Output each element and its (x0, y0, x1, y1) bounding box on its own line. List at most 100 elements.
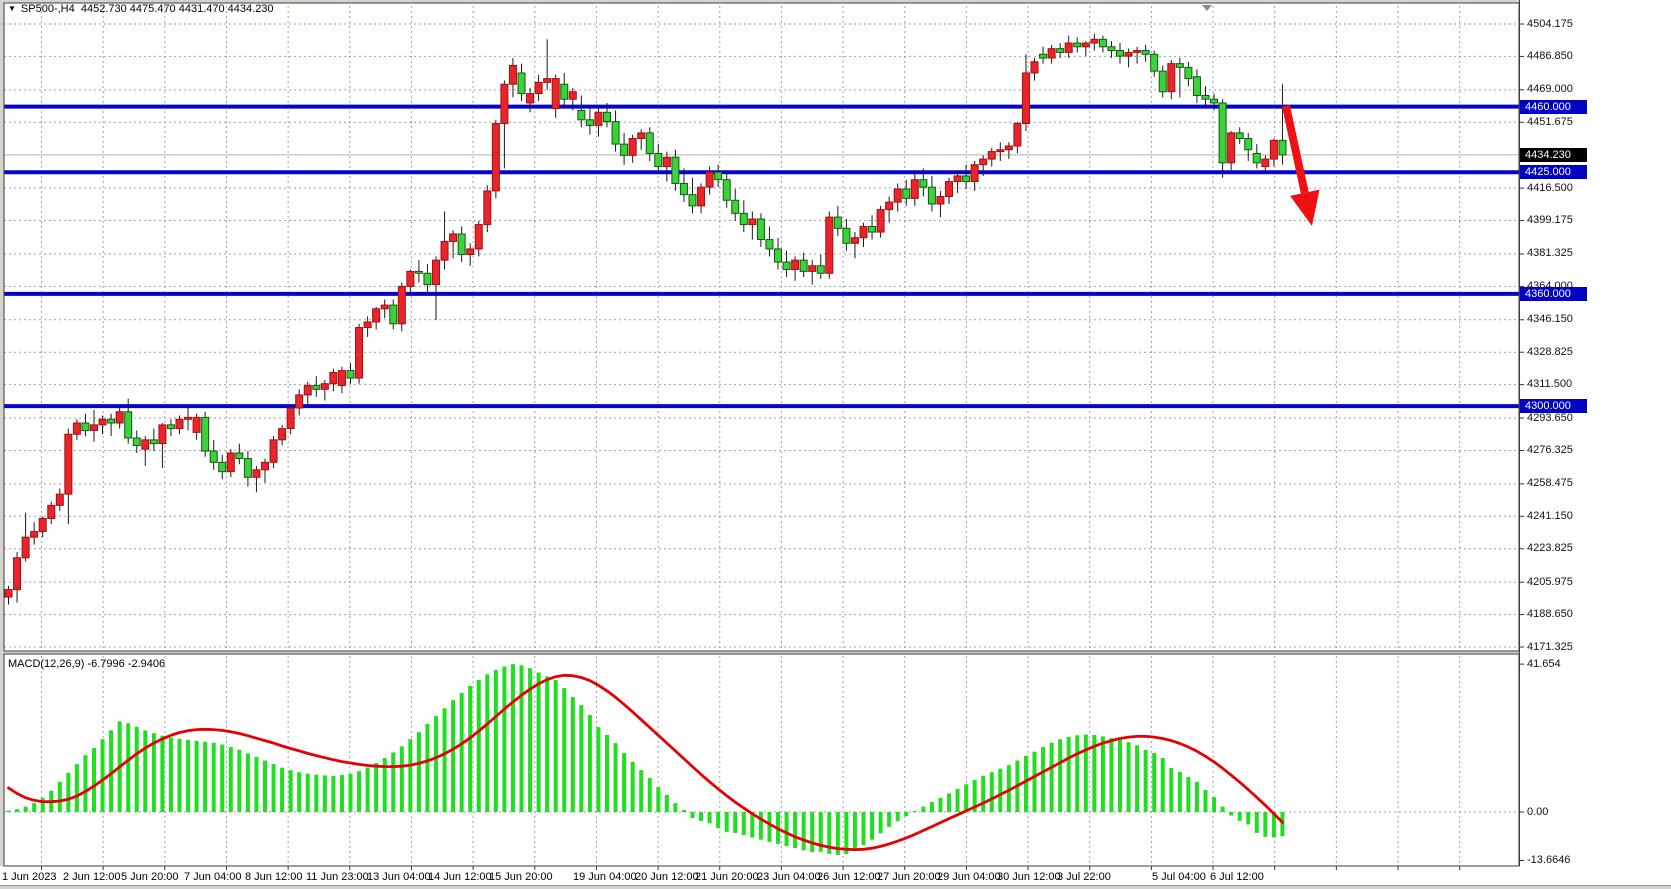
candle-bear (1107, 46, 1116, 52)
candle-bull (13, 557, 22, 591)
candle-bear (1252, 152, 1261, 164)
price-tick-label: 4293.650 (1527, 411, 1573, 424)
time-axis-label[interactable]: 20 Jun 12:00 (635, 871, 699, 883)
macd-histogram-bar (109, 730, 114, 812)
time-axis-label[interactable]: 21 Jun 20:00 (695, 871, 759, 883)
macd-histogram-bar (6, 810, 11, 812)
candle-bear (1210, 98, 1219, 104)
price-tick-label: 4171.325 (1527, 640, 1573, 653)
macd-histogram-bar (1075, 735, 1080, 812)
macd-histogram-bar (733, 812, 738, 833)
macd-histogram-bar (519, 665, 524, 812)
macd-histogram-bar (1006, 765, 1011, 812)
macd-axis-label: 0.00 (1527, 806, 1549, 818)
macd-histogram-bar (40, 797, 45, 812)
macd-histogram-bar (767, 812, 772, 842)
candle-bear (414, 270, 423, 274)
candle-bear (756, 218, 765, 241)
time-axis-label[interactable]: 19 Jun 04:00 (573, 871, 637, 883)
price-scale-bg[interactable] (1519, 0, 1671, 866)
candle-bear (346, 370, 355, 379)
time-axis-label[interactable]: 2 Jun 12:00 (63, 871, 121, 883)
time-axis-label[interactable]: 7 Jun 04:00 (184, 871, 242, 883)
time-scale-bg[interactable] (0, 866, 1671, 885)
candle-bull (996, 149, 1005, 153)
macd-histogram-bar (203, 741, 208, 812)
macd-histogram-bar (647, 777, 652, 812)
macd-histogram-bar (758, 812, 763, 840)
time-axis-label[interactable]: 26 Jun 12:00 (817, 871, 881, 883)
candle-bull (979, 158, 988, 166)
time-axis-label[interactable]: 27 Jun 20:00 (877, 871, 941, 883)
time-axis-label[interactable]: 30 Jun 12:00 (997, 871, 1061, 883)
macd-histogram-bar (562, 688, 567, 812)
macd-histogram-bar (186, 739, 191, 812)
candle-bear (517, 72, 526, 95)
macd-histogram-bar (1135, 745, 1140, 812)
time-axis-label[interactable]: 15 Jun 20:00 (489, 871, 553, 883)
candle-bull (910, 179, 919, 199)
candle-bear (868, 225, 877, 233)
price-tick-label: 4205.975 (1527, 575, 1573, 588)
macd-histogram-bar (929, 802, 934, 812)
macd-histogram-bar (314, 774, 319, 812)
time-axis-label[interactable]: 14 Jun 12:00 (428, 871, 492, 883)
candle-bull (184, 416, 193, 420)
trend-arrow-shaft[interactable] (1282, 105, 1309, 194)
macd-histogram-bar (1160, 758, 1165, 812)
trend-arrow-head[interactable] (1290, 189, 1320, 226)
candle-bear (209, 450, 218, 463)
candle-bear (688, 194, 697, 207)
price-tick-label: 4469.000 (1527, 83, 1573, 96)
time-axis-label[interactable]: 5 Jun 20:00 (121, 871, 179, 883)
time-axis-label[interactable]: 1 Jun 2023 (2, 871, 57, 883)
candle-bull (38, 517, 47, 533)
time-axis-label[interactable]: 23 Jun 04:00 (757, 871, 821, 883)
candle-bull (508, 65, 517, 85)
symbol-timeframe-label: SP500-,H4 (20, 3, 75, 15)
macd-histogram-bar (570, 696, 575, 812)
macd-histogram-bar (1109, 738, 1114, 812)
time-axis-label[interactable]: 13 Jun 04:00 (367, 871, 431, 883)
candle-bull (449, 233, 458, 242)
time-axis-label[interactable]: 11 Jun 23:00 (306, 871, 369, 883)
macd-histogram-bar (245, 753, 250, 812)
price-panel-bg[interactable] (4, 3, 1671, 651)
macd-histogram-bar (818, 812, 823, 852)
macd-histogram-bar (887, 812, 892, 827)
macd-histogram-bar (673, 803, 678, 812)
candle-bull (261, 461, 269, 471)
price-tick-label: 4328.825 (1527, 345, 1573, 358)
candle-bull (1030, 61, 1039, 74)
macd-histogram-bar (716, 812, 721, 828)
candle-bull (885, 201, 894, 211)
candle-bear (799, 259, 808, 272)
symbol-dropdown-icon[interactable]: ▼ (8, 4, 16, 13)
time-axis-label[interactable]: 8 Jun 12:00 (245, 871, 303, 883)
candle-bull (98, 418, 107, 426)
time-axis-label[interactable]: 6 Jul 12:00 (1210, 871, 1264, 883)
candle-bear (312, 385, 321, 390)
chart-shift-marker-icon[interactable] (1202, 5, 1212, 11)
macd-histogram-bar (66, 772, 71, 812)
candle-bull (850, 237, 859, 244)
candle-bull (1167, 63, 1176, 93)
candle-bear (585, 119, 594, 126)
macd-histogram-bar (989, 772, 994, 812)
macd-histogram-bar (622, 753, 627, 812)
macd-histogram-bar (134, 726, 139, 812)
macd-histogram-bar (391, 752, 396, 812)
time-axis-label[interactable]: 3 Jul 22:00 (1057, 871, 1111, 883)
ohlc-values: 4452.730 4475.470 4431.470 4434.230 (80, 3, 274, 15)
candle-bear (739, 212, 748, 226)
time-axis-label[interactable]: 5 Jul 04:00 (1152, 871, 1206, 883)
macd-histogram-bar (938, 797, 943, 812)
macd-histogram-bar (160, 735, 165, 812)
macd-histogram-bar (263, 760, 267, 812)
macd-histogram-bar (605, 734, 609, 812)
time-axis-label[interactable]: 29 Jun 04:00 (937, 871, 1001, 883)
price-tick-label: 4346.150 (1527, 313, 1573, 326)
price-tick-label: 4276.325 (1527, 443, 1573, 456)
macd-histogram-bar (1066, 736, 1071, 812)
